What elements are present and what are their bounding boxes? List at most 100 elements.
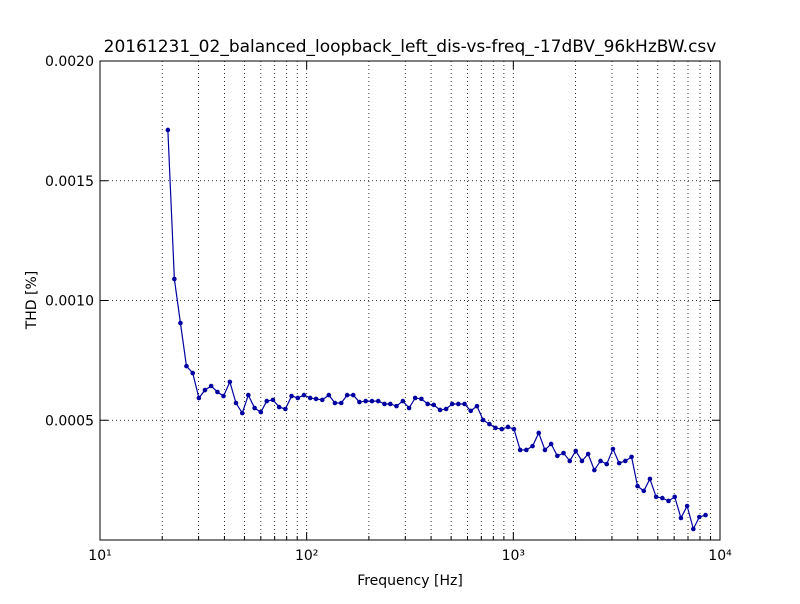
data-point (610, 446, 616, 452)
data-point (190, 370, 196, 376)
data-point (400, 398, 406, 404)
data-point (178, 320, 183, 326)
data-point (227, 379, 233, 385)
data-point (684, 503, 690, 509)
data-point (623, 458, 628, 464)
data-point (172, 276, 177, 282)
data-point (369, 398, 375, 404)
data-point (697, 514, 702, 520)
data-point (585, 451, 591, 457)
data-point (338, 400, 344, 406)
data-point (233, 400, 239, 406)
data-point (604, 461, 610, 467)
data-point (647, 476, 653, 482)
data-point (542, 447, 548, 453)
data-point (326, 392, 332, 398)
data-point (653, 494, 659, 500)
data-point (536, 430, 542, 436)
data-point (561, 450, 566, 456)
data-point (307, 395, 313, 401)
data-point (474, 403, 480, 409)
data-point (579, 458, 585, 464)
data-point (443, 406, 449, 412)
data-point (462, 401, 467, 407)
series-line (167, 129, 706, 531)
data-point (388, 401, 393, 407)
data-point (363, 398, 368, 404)
data-point (283, 406, 288, 412)
data-point (382, 401, 387, 407)
data-point (616, 460, 622, 466)
data-point (449, 401, 455, 407)
data-point (672, 494, 678, 500)
y-tick-label: 0.0010 (45, 294, 94, 310)
data-point (344, 392, 350, 398)
data-point (165, 127, 171, 133)
data-point (555, 453, 560, 459)
y-tick-label: 0.0005 (45, 413, 94, 429)
data-point (276, 404, 282, 410)
data-point (202, 387, 208, 393)
data-point (196, 395, 202, 401)
data-point (394, 403, 399, 409)
data-point (375, 398, 381, 404)
data-point (437, 407, 443, 413)
data-point (499, 426, 505, 432)
data-point (629, 454, 634, 460)
data-point (635, 483, 640, 489)
data-point (252, 405, 257, 411)
data-point (666, 498, 671, 504)
x-tick-label: 10⁴ (708, 548, 732, 564)
data-point (592, 467, 597, 473)
data-point (184, 363, 189, 369)
data-point (208, 383, 214, 389)
data-point (221, 393, 226, 399)
data-point (573, 448, 579, 454)
y-tick-label: 0.0020 (45, 54, 94, 70)
data-point (431, 402, 437, 408)
data-point (350, 392, 356, 398)
data-point (524, 447, 529, 453)
data-point (425, 401, 430, 407)
data-point (517, 447, 523, 453)
data-point (530, 443, 535, 449)
data-point (487, 421, 492, 427)
data-point (505, 424, 511, 430)
data-point (215, 389, 220, 395)
data-point (419, 396, 424, 402)
data-point (703, 512, 708, 518)
data-point (332, 400, 338, 406)
data-point (270, 397, 276, 403)
chart-title: 20161231_02_balanced_loopback_left_dis-v… (104, 37, 717, 57)
x-tick-label: 10¹ (88, 548, 111, 564)
data-point (660, 495, 665, 501)
x-axis-label: Frequency [Hz] (357, 573, 463, 589)
data-point (493, 425, 498, 431)
data-point (412, 395, 418, 401)
data-point (456, 401, 461, 407)
data-point (548, 441, 554, 447)
data-point (567, 458, 573, 464)
data-point (289, 393, 294, 399)
plot-frame (99, 60, 721, 541)
data-point (246, 392, 251, 398)
data-point (357, 399, 362, 405)
data-point (598, 458, 603, 464)
data-point (258, 409, 264, 415)
y-axis-label: THD [%] (24, 271, 40, 331)
data-point (678, 515, 684, 521)
data-point (295, 395, 301, 401)
data-point (468, 408, 474, 414)
data-point (406, 405, 412, 411)
data-point (319, 397, 325, 403)
y-tick-label: 0.0015 (45, 174, 94, 190)
data-point (511, 426, 517, 432)
data-point (313, 396, 319, 402)
x-tick-label: 10³ (502, 548, 525, 564)
data-point (480, 417, 486, 423)
x-tick-label: 10² (295, 548, 318, 564)
data-point (264, 398, 270, 404)
data-point (641, 488, 647, 494)
